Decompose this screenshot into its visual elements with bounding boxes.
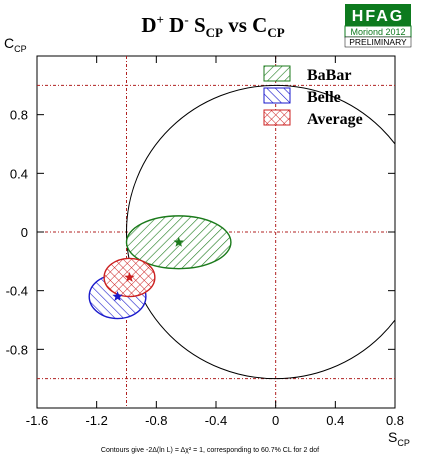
central-value-belle <box>112 291 123 301</box>
hfag-logo-prelim-box <box>344 36 412 48</box>
legend-swatch-average <box>263 109 291 126</box>
title-part-3-sub: CP <box>206 25 223 40</box>
x-axis-label: SCP <box>388 429 410 448</box>
x-tick-label: -1.2 <box>85 413 107 428</box>
x-axis-label-main: S <box>388 429 397 445</box>
axis-ticks: -1.6 -1.2 -0.8 -0.4 0 0.4 0.8 -0.8 -0.4 0 0.4 0.8 <box>6 56 404 428</box>
y-axis-label-main: C <box>4 35 14 51</box>
unit-circle-layer <box>126 84 395 380</box>
y-axis-label: CCP <box>4 35 27 54</box>
title-part-2-sup: - <box>184 12 188 27</box>
y-tick-label: 0 <box>21 225 28 240</box>
legend-swatch-babar <box>263 65 291 82</box>
y-axis-label-sub: CP <box>14 44 27 54</box>
y-tick-label: 0.8 <box>10 108 28 123</box>
title-part-2: D <box>164 13 184 37</box>
hfag-logo-text: HFAG <box>352 8 404 25</box>
title-part-4-sub: CP <box>267 25 284 40</box>
legend-swatch-belle <box>263 87 291 104</box>
x-axis-label-sub: CP <box>397 438 410 448</box>
legend-label-belle: Belle <box>307 89 341 106</box>
y-tick-label: -0.8 <box>6 342 28 357</box>
unit-circle <box>126 84 395 380</box>
x-tick-label: 0.8 <box>386 413 404 428</box>
x-tick-label: -1.6 <box>26 413 48 428</box>
x-tick-label: -0.4 <box>205 413 227 428</box>
footnote: Contours give -2Δ(ln L) = Δχ² = 1, corre… <box>101 447 319 454</box>
y-tick-label: 0.4 <box>10 166 28 181</box>
x-tick-label: -0.8 <box>145 413 167 428</box>
central-value-average <box>124 271 135 282</box>
chart-title: D+ D- SCP vs CCP <box>141 12 284 40</box>
central-value-babar <box>173 236 184 247</box>
legend: BaBar Belle Average <box>263 65 363 128</box>
title-part-3: S <box>189 13 206 37</box>
hfag-logo: HFAG Moriond 2012 PRELIMINARY <box>344 4 412 48</box>
y-tick-label: -0.4 <box>6 284 28 299</box>
contour-layer <box>88 215 232 320</box>
legend-label-babar: BaBar <box>307 67 351 84</box>
x-tick-label: 0 <box>272 413 279 428</box>
title-part-1-sup: + <box>157 12 164 27</box>
hfag-logo-prelim: PRELIMINARY <box>349 37 407 47</box>
hfag-logo-box <box>345 4 411 26</box>
x-tick-label: 0.4 <box>326 413 344 428</box>
legend-label-average: Average <box>307 111 363 128</box>
title-part-4: vs C <box>223 13 267 37</box>
hfag-logo-date: Moriond 2012 <box>350 27 405 37</box>
title-part-1: D <box>141 13 156 37</box>
